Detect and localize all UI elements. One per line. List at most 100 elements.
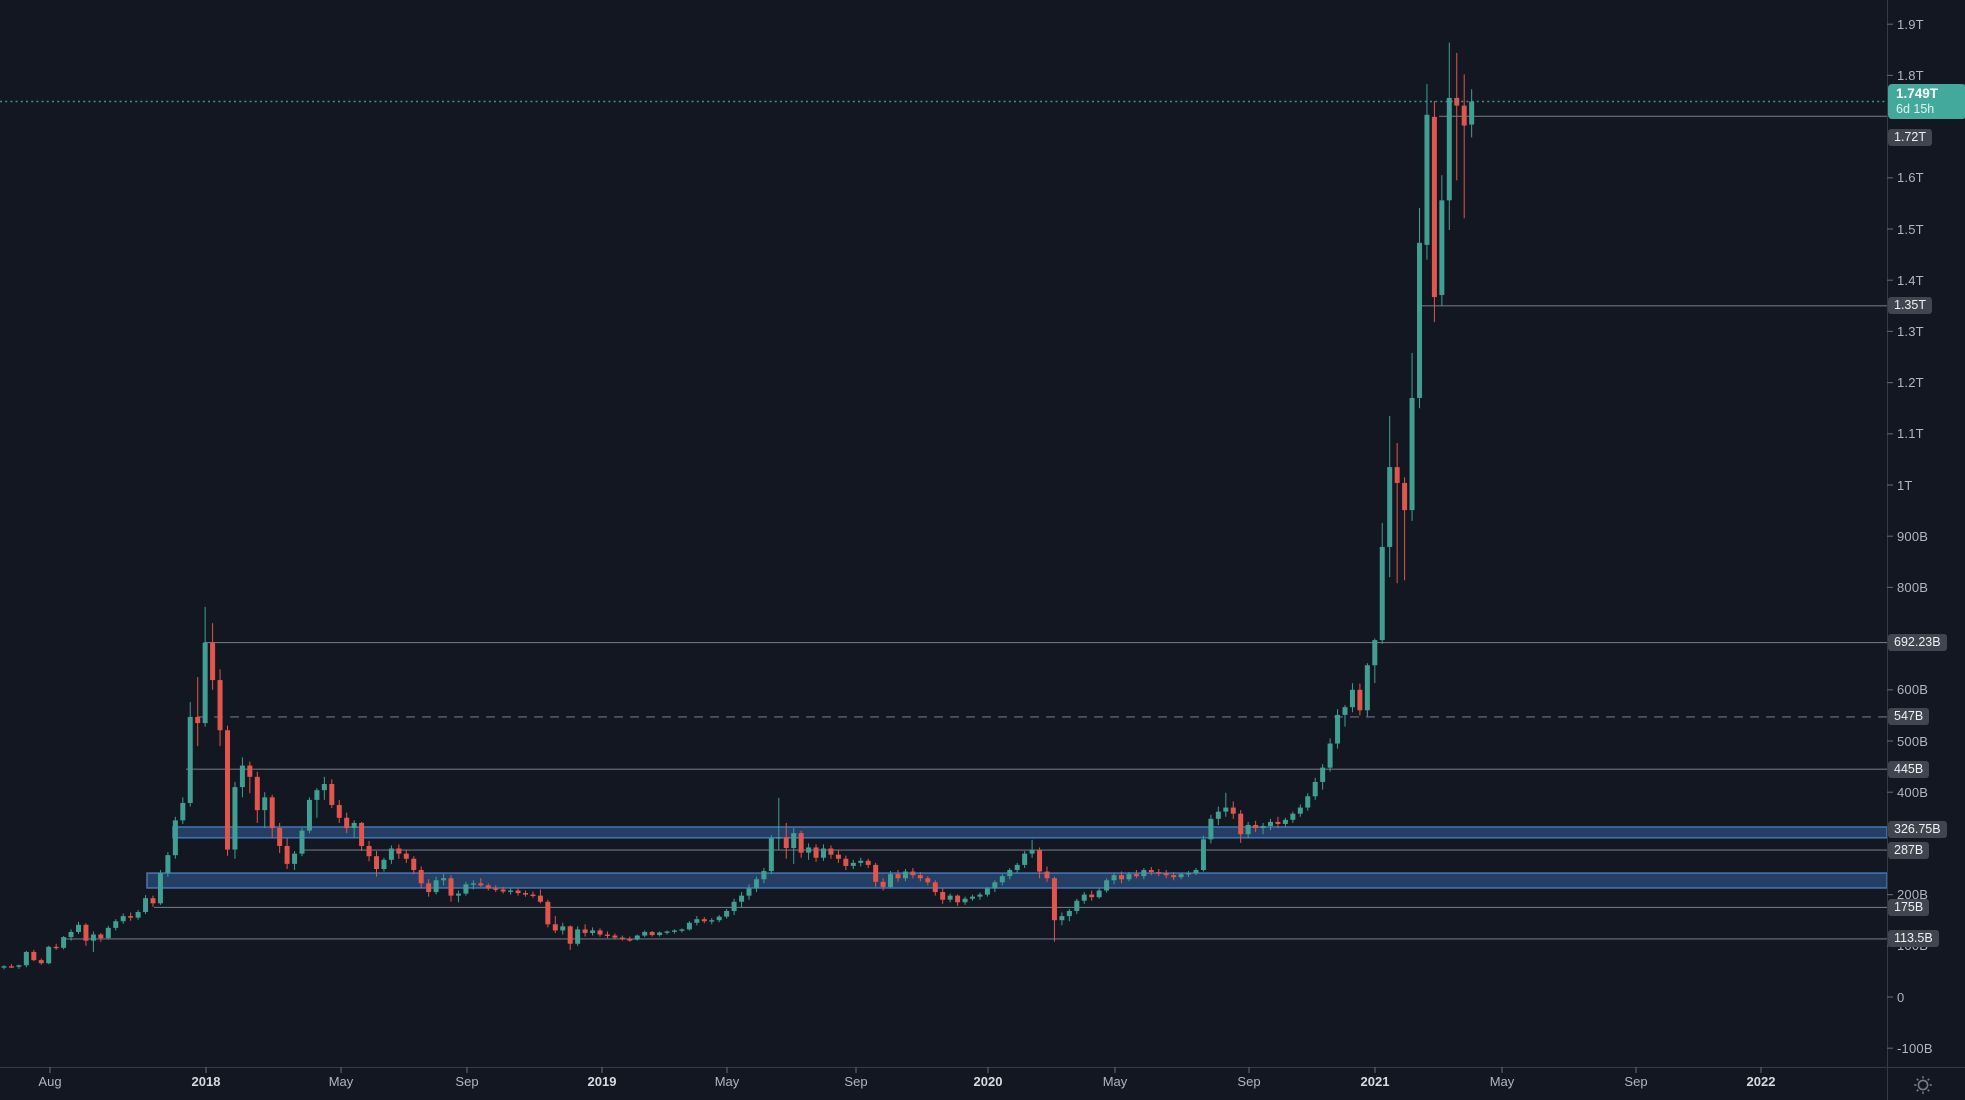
price-axis-label: 1.6T — [1897, 170, 1924, 186]
candle-body — [128, 916, 134, 918]
candle-body — [143, 898, 149, 913]
candle-body — [1007, 870, 1013, 877]
candle-body — [165, 855, 171, 874]
candle-body — [329, 784, 335, 805]
price-axis-label: 400B — [1897, 784, 1929, 800]
settings-gear-icon[interactable] — [1908, 1073, 1938, 1099]
candle-body — [433, 880, 439, 893]
candle-body — [992, 882, 998, 889]
candle-body — [888, 874, 894, 887]
candle-body — [1148, 870, 1154, 873]
candle-body — [813, 847, 819, 858]
price-level-badge: 326.75B — [1888, 821, 1947, 839]
candle-body — [731, 901, 737, 911]
candle-body — [31, 951, 37, 961]
candle-body — [374, 856, 379, 869]
candle-body — [1066, 910, 1072, 917]
candle-body — [1029, 850, 1035, 854]
candle-body — [418, 870, 424, 884]
candle-body — [1215, 811, 1221, 819]
candle-body — [217, 680, 223, 731]
price-axis-label: 1.1T — [1897, 426, 1924, 442]
candle-body — [1104, 880, 1110, 891]
price-axis-label: -100B — [1897, 1040, 1933, 1056]
candle-body — [508, 890, 514, 892]
candle-body — [478, 883, 484, 886]
candle-body — [16, 965, 22, 967]
candle-body — [701, 919, 707, 922]
candle-body — [1119, 875, 1124, 880]
price-axis-label: 1.2T — [1897, 375, 1924, 391]
candle-body — [269, 797, 275, 829]
price-axis-label: 1.8T — [1897, 67, 1924, 83]
candle-body — [277, 828, 283, 846]
candle-body — [1014, 864, 1020, 871]
candle-body — [1253, 824, 1259, 829]
candle-body — [642, 931, 648, 936]
candle-body — [23, 951, 29, 966]
candle-body — [776, 837, 782, 839]
candle-body — [1469, 101, 1475, 125]
time-axis-month-label: Sep — [455, 1074, 479, 1089]
candle-body — [865, 860, 871, 865]
candle-body — [977, 894, 983, 897]
candle-body — [426, 883, 432, 893]
price-axis-label: 200B — [1897, 887, 1929, 903]
candle-body — [940, 892, 946, 900]
bar-countdown: 6d 15h — [1896, 102, 1935, 116]
time-axis-year-label: 2022 — [1746, 1074, 1776, 1089]
candle-body — [1111, 875, 1117, 881]
candle-body — [1126, 874, 1132, 880]
candle-body — [1238, 813, 1244, 835]
candle-body — [798, 833, 804, 853]
price-axis-label: 800B — [1897, 579, 1929, 595]
candle-body — [150, 898, 156, 904]
candle-body — [359, 822, 365, 846]
candle-body — [530, 894, 536, 896]
candle-body — [664, 931, 670, 933]
candle-body — [90, 934, 96, 941]
candle-body — [1349, 689, 1355, 708]
candle-body — [1446, 97, 1452, 201]
candle-body — [403, 853, 409, 859]
candle-body — [336, 805, 342, 818]
axis-tick-marks — [49, 23, 1893, 1073]
candle-body — [761, 871, 767, 880]
candle-body — [1230, 807, 1236, 814]
candle-body — [314, 790, 320, 800]
candle-body — [679, 929, 685, 931]
candle-body — [1379, 546, 1385, 641]
current-price-value: 1.749T — [1896, 86, 1939, 101]
candle-body — [1372, 640, 1378, 666]
time-axis-year-label: 2021 — [1360, 1074, 1390, 1089]
candle-body — [873, 864, 879, 882]
candle-body — [239, 765, 245, 788]
time-axis-month-label: Aug — [38, 1074, 62, 1089]
candle-body — [1022, 853, 1028, 865]
candle-body — [925, 878, 931, 883]
candle-body — [1044, 871, 1050, 879]
time-axis-year-label: 2018 — [191, 1074, 221, 1089]
candle-body — [1431, 116, 1437, 298]
candle-body — [187, 716, 193, 803]
candle-body — [306, 799, 312, 831]
candle-body — [455, 893, 461, 896]
price-level-badge: 547B — [1888, 708, 1930, 726]
candle-body — [351, 822, 357, 829]
candle-body — [68, 931, 74, 938]
candle-body — [627, 939, 633, 941]
candle-body — [1096, 890, 1102, 898]
candle-body — [381, 859, 387, 869]
candle-body — [537, 895, 543, 902]
candle-body — [597, 930, 603, 935]
candle-body — [1156, 872, 1162, 874]
zone-rect — [146, 872, 1888, 889]
candle-body — [1364, 665, 1370, 711]
candle-body — [619, 937, 625, 940]
candle-body — [746, 888, 752, 896]
candle-body — [1402, 482, 1408, 511]
candle-body — [321, 784, 327, 791]
candle-body — [344, 817, 350, 829]
candle-body — [8, 966, 14, 968]
